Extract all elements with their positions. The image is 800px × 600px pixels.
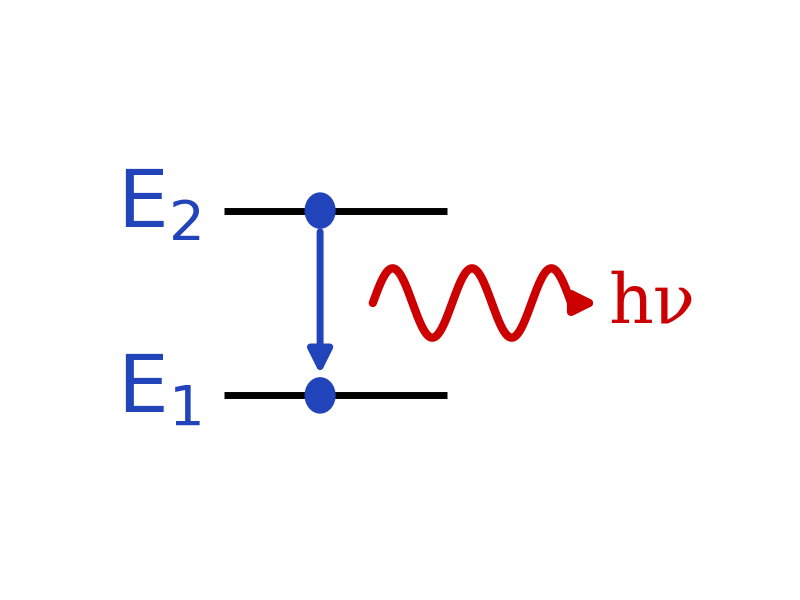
Text: $\mathrm{E}_2$: $\mathrm{E}_2$ (117, 167, 201, 245)
Ellipse shape (306, 193, 335, 228)
Text: hν: hν (608, 270, 695, 336)
Text: $\mathrm{E}_1$: $\mathrm{E}_1$ (117, 352, 201, 430)
Ellipse shape (306, 378, 335, 413)
